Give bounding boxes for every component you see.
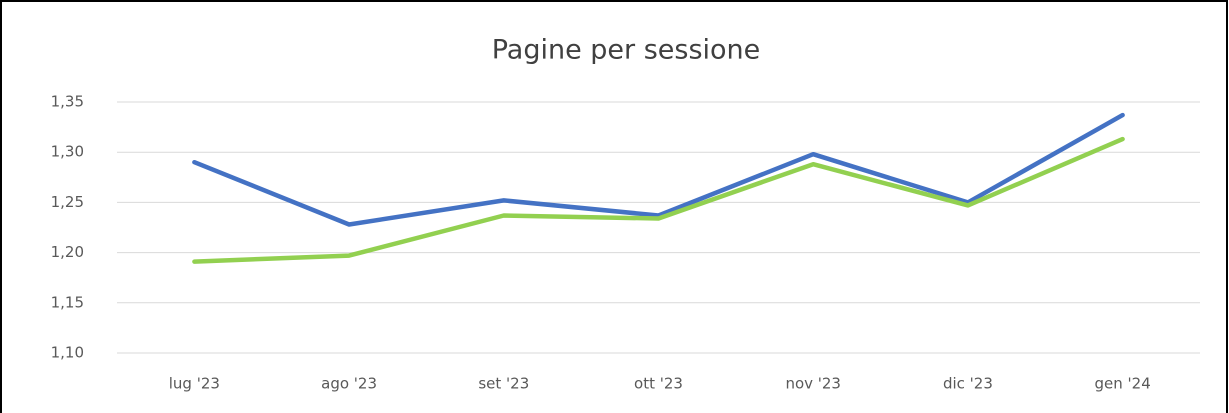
x-tick-label: ott '23 bbox=[634, 375, 683, 393]
x-tick-label: lug '23 bbox=[169, 375, 220, 393]
x-tick-label: dic '23 bbox=[943, 375, 993, 393]
x-tick-label: nov '23 bbox=[785, 375, 841, 393]
y-tick-label: 1,35 bbox=[51, 93, 84, 111]
y-tick-label: 1,25 bbox=[51, 193, 84, 211]
y-tick-label: 1,30 bbox=[51, 143, 84, 161]
y-tick-label: 1,10 bbox=[51, 344, 84, 362]
x-tick-label: gen '24 bbox=[1095, 375, 1151, 393]
x-tick-label: ago '23 bbox=[321, 375, 377, 393]
y-tick-label: 1,15 bbox=[51, 293, 84, 311]
y-tick-label: 1,20 bbox=[51, 243, 84, 261]
series-line bbox=[192, 136, 1125, 264]
series-line bbox=[192, 112, 1125, 227]
x-tick-label: set '23 bbox=[478, 375, 529, 393]
chart-title: Pagine per sessione bbox=[492, 35, 761, 66]
